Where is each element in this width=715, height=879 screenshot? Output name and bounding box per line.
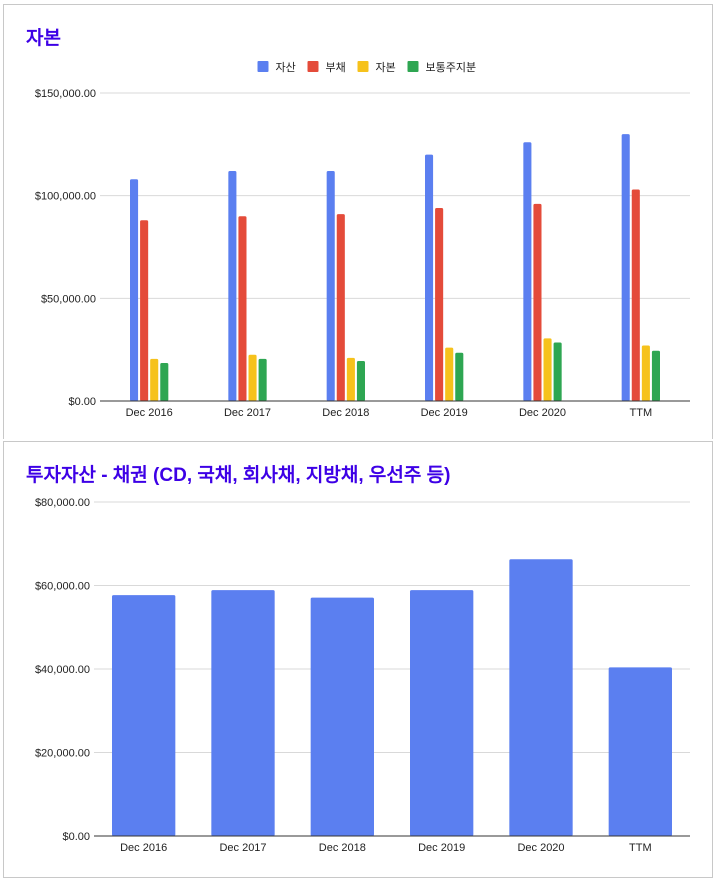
y-tick-label: $100,000.00 [35,191,96,203]
x-tick-label: Dec 2018 [322,407,369,419]
y-tick-label: $60,000.00 [35,581,90,593]
y-tick-label: $40,000.00 [35,664,90,676]
bar [455,352,464,401]
bar [425,154,434,401]
bar [356,360,365,401]
bar [651,350,660,401]
legend-swatch [307,61,319,72]
x-tick-label: Dec 2016 [120,842,167,854]
equity-chart: 자산 부채 자본 보통주지분 $0.00 $50,000.00 $100,000.00 $15… [35,61,690,419]
bar [641,345,650,401]
bar [336,214,345,401]
x-tick-label: Dec 2017 [224,407,271,419]
legend-label: 자본 [376,61,396,74]
bar [553,342,562,401]
x-tick-label: Dec 2020 [519,407,566,419]
bar [608,667,672,836]
x-tick-label: TTM [630,407,653,419]
x-tick-label: Dec 2016 [126,407,173,419]
bar [112,595,176,836]
bar [509,559,573,836]
y-tick-label: $80,000.00 [35,497,90,509]
bar [238,216,247,401]
bar [326,171,335,401]
bar [258,358,267,401]
x-tick-label: Dec 2017 [219,842,266,854]
bar [445,347,454,401]
y-tick-label: $50,000.00 [41,293,96,305]
x-tick-label: Dec 2019 [421,407,468,419]
x-tick-label: Dec 2020 [517,842,564,854]
bar [523,142,532,401]
bar [150,358,159,401]
chart-title: 투자자산 - 채권 (CD, 국채, 회사채, 지방채, 우선주 등) [26,465,451,486]
bar [310,597,374,836]
bar [621,134,630,402]
legend-label: 부채 [326,61,346,74]
bar [346,357,355,401]
legend-label: 자산 [276,61,296,74]
legend-label: 보통주지분 [426,61,477,74]
bar [410,590,474,836]
bar [130,179,139,401]
legend-swatch [257,61,269,72]
chart-title: 자본 [26,28,61,49]
y-tick-label: $150,000.00 [35,88,96,100]
y-tick-label: $20,000.00 [35,748,90,760]
x-tick-label: Dec 2019 [418,842,465,854]
y-tick-label: $0.00 [68,396,96,408]
bar [160,363,169,401]
bar [248,354,257,401]
legend-swatch [357,61,369,72]
equity-chart-panel: 자본 자산 부채 자본 보통주지분 $0.00 $50,000.00 $100,000.00… [3,4,713,439]
bond-investment-chart: $0.00 $20,000.00 $40,000.00 $60,000.00 $80,0… [35,497,690,854]
bar [228,171,237,401]
legend-swatch [407,61,419,72]
bar [533,203,542,401]
bar [140,220,149,401]
bar [631,189,640,401]
bar [435,207,444,401]
y-tick-label: $0.00 [62,831,90,843]
x-tick-label: Dec 2018 [319,842,366,854]
bar [543,338,552,401]
bond-investment-chart-panel: 투자자산 - 채권 (CD, 국채, 회사채, 지방채, 우선주 등) $0.0… [3,441,713,878]
bar [211,590,275,836]
x-tick-label: TTM [629,842,652,854]
